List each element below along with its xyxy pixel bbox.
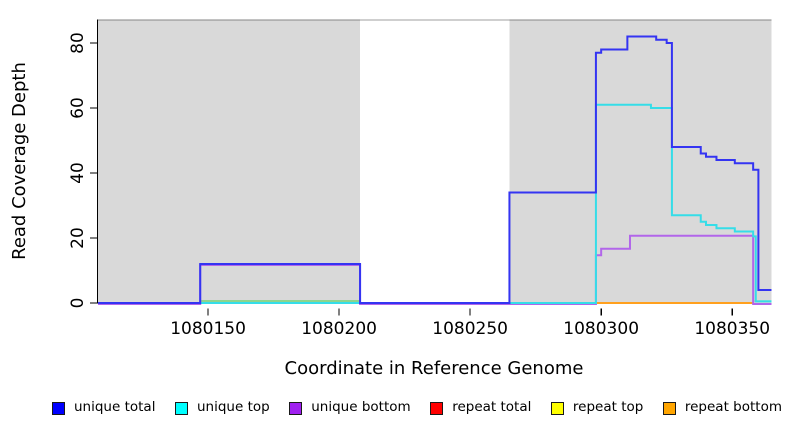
legend-item-unique-total: unique total [52, 401, 155, 415]
legend-label: unique bottom [311, 399, 411, 416]
legend-item-repeat-top: repeat top [550, 399, 644, 416]
series-line-unique-top [98, 103, 772, 304]
legend-swatch-icon [550, 401, 564, 415]
x-tick-label: 1080300 [563, 319, 639, 339]
x-tick-label: 1080200 [301, 319, 377, 339]
series-line-unique-total [98, 35, 772, 304]
masked-region [509, 19, 772, 304]
legend-item-repeat-bottom: repeat bottom [662, 399, 782, 416]
plot-layers: 0 20 40 60 80 1080150 1080200 1080250 1080300 108… [68, 19, 772, 339]
y-tick-label: 0 [68, 298, 88, 309]
legend-swatch-icon [430, 401, 444, 415]
x-axis-title: Coordinate in Reference Genome [285, 358, 584, 379]
y-tick-label: 20 [68, 227, 88, 249]
y-axis-title: Read Coverage Depth [9, 62, 30, 260]
y-tick-label: 60 [68, 97, 88, 119]
x-tick-label: 1080150 [170, 319, 246, 339]
legend-item-repeat-total: repeat total [430, 401, 531, 415]
x-tick-label: 1080250 [432, 319, 508, 339]
legend-swatch-icon [662, 401, 676, 415]
y-tick-label: 80 [68, 32, 88, 54]
coverage-plot: 0 20 40 60 80 1080150 1080200 1080250 1080300 108… [9, 19, 772, 379]
legend-item-unique-top: unique top [175, 401, 270, 415]
legend-label: repeat total [452, 399, 532, 416]
legend-label: unique total [74, 399, 156, 416]
legend: unique total unique top unique bottom repea… [52, 398, 782, 418]
legend-label: repeat bottom [684, 399, 782, 416]
masked-region [98, 19, 361, 304]
legend-label: unique top [197, 399, 270, 416]
x-tick-label: 1080350 [694, 319, 770, 339]
legend-swatch-icon [52, 401, 65, 415]
legend-swatch-icon [289, 401, 303, 415]
y-tick-label: 40 [68, 162, 88, 184]
legend-label: repeat top [572, 399, 644, 416]
legend-item-unique-bottom: unique bottom [289, 399, 411, 416]
legend-swatch-icon [175, 401, 188, 415]
